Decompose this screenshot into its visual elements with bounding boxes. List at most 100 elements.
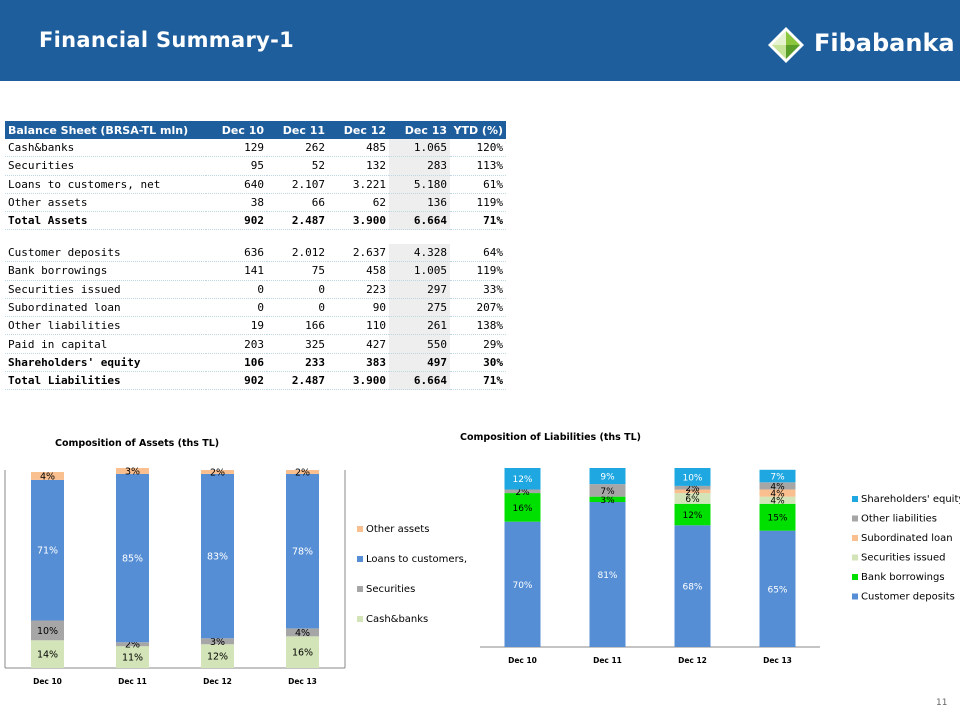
row-label: Other liabilities: [5, 316, 206, 336]
data-label: 65%: [767, 585, 787, 595]
bar-segment: [31, 471, 64, 480]
legend-swatch: [357, 586, 363, 592]
bar-segment: [201, 638, 234, 645]
bar-segment: [504, 493, 541, 522]
row-label: Loans to customers, net: [5, 175, 206, 194]
assets-chart: 14% 10% 71% 4% Dec 10 11% 2% 85% 3% Dec 11 12% 3% 83…: [4, 466, 470, 686]
data-label: 16%: [512, 504, 532, 514]
table-row: Other liabilities 19 166 110 261 138%: [5, 316, 506, 336]
cell: 136: [389, 193, 450, 213]
cell: 636: [206, 244, 267, 263]
cell: 3.221: [328, 175, 389, 194]
col-header: Balance Sheet (BRSA-TL mln): [5, 121, 206, 139]
bar-segment: [759, 469, 796, 483]
table-total-row: Total Assets 902 2.487 3.900 6.664 71%: [5, 211, 506, 231]
data-label: 7%: [600, 487, 615, 497]
cell: 640: [206, 175, 267, 194]
cell: 902: [206, 211, 267, 231]
cell: 5.180: [389, 175, 450, 194]
bar-segment: [116, 646, 149, 668]
x-tick-label: Dec 11: [593, 656, 622, 665]
cell: 119%: [450, 261, 506, 281]
bar-segment: [116, 642, 149, 647]
data-label: 6%: [685, 495, 700, 505]
data-label: 9%: [600, 473, 615, 483]
cell: 383: [328, 353, 389, 373]
cell: 166: [267, 316, 328, 336]
data-label: 2%: [295, 467, 310, 478]
table-row: Shareholders' equity 106 233 383 497 30%: [5, 353, 506, 373]
legend-swatch: [852, 593, 858, 600]
data-label: 7%: [770, 473, 785, 483]
data-label: 2%: [210, 467, 225, 478]
data-label: 16%: [292, 648, 313, 659]
data-label: 4%: [40, 471, 55, 482]
cell: 29%: [450, 334, 506, 354]
bar-segment: [674, 525, 711, 647]
data-label: 12%: [207, 652, 228, 663]
legend-label: Cash&banks: [366, 614, 428, 625]
legend-label: Customer deposits: [861, 592, 955, 603]
row-label: Customer deposits: [5, 244, 206, 263]
cell: 61%: [450, 175, 506, 194]
cell: 283: [389, 156, 450, 176]
bar-segment: [589, 496, 626, 503]
cell: 6.664: [389, 371, 450, 391]
bar-segment: [286, 470, 319, 474]
page-number: 11: [936, 698, 948, 708]
row-label: Shareholders' equity: [5, 353, 206, 373]
data-label: 12%: [512, 475, 532, 485]
legend-swatch: [852, 496, 858, 502]
bar-segment: [504, 468, 541, 490]
cell: 141: [206, 261, 267, 281]
assets-table: Balance Sheet (BRSA-TL mln) Dec 10 Dec 1…: [5, 121, 506, 231]
data-label: 4%: [770, 497, 785, 507]
legend-label: Subordinated loan: [861, 533, 953, 544]
x-tick-label: Dec 11: [118, 677, 147, 686]
row-label: Bank borrowings: [5, 261, 206, 281]
table-row: Securities issued 0 0 223 297 33%: [5, 280, 506, 299]
data-label: 3%: [600, 496, 615, 506]
cell: 129: [206, 139, 267, 158]
assets-chart-title: Composition of Assets (ths TL): [55, 438, 220, 449]
table-row: Customer deposits 636 2.012 2.637 4.328 …: [5, 244, 506, 263]
header-bar: Financial Summary-1 Fibabanka: [0, 0, 960, 81]
data-label: 81%: [597, 571, 617, 581]
cell: 297: [389, 280, 450, 299]
cell: 71%: [450, 371, 506, 391]
cell: 233: [267, 353, 328, 373]
cell: 0: [267, 298, 328, 318]
bar-segment: [589, 502, 626, 647]
data-label: 71%: [37, 546, 58, 557]
table-row: Paid in capital 203 325 427 550 29%: [5, 334, 506, 354]
data-label: 14%: [37, 650, 58, 661]
cell: 3.900: [328, 211, 389, 231]
cell: 0: [206, 298, 267, 318]
data-label: 83%: [207, 552, 228, 563]
cell: 458: [328, 261, 389, 281]
cell: 2.107: [267, 175, 328, 194]
bar-segment: [759, 530, 796, 647]
col-header: Dec 10: [206, 121, 267, 139]
col-header: Dec 12: [328, 121, 389, 139]
bar-segment: [116, 473, 149, 643]
col-header: Dec 11: [267, 121, 328, 139]
cell: 2.637: [328, 244, 389, 263]
logo-text: Fibabanka: [814, 29, 955, 57]
table-row: Subordinated loan 0 0 90 275 207%: [5, 298, 506, 318]
col-header: Dec 13: [389, 121, 450, 139]
bar-segment: [504, 521, 541, 647]
row-label: Paid in capital: [5, 334, 206, 354]
bar-segment: [674, 489, 711, 494]
table-row: Other assets 38 66 62 136 119%: [5, 193, 506, 213]
legend-swatch: [357, 556, 363, 562]
cell: 75: [267, 261, 328, 281]
bar-segment: [201, 470, 234, 474]
cell: 1.005: [389, 261, 450, 281]
x-tick-label: Dec 12: [678, 656, 707, 665]
data-label: 68%: [682, 583, 702, 593]
logo: Fibabanka: [766, 25, 955, 65]
cell: 64%: [450, 244, 506, 263]
cell: 2.487: [267, 211, 328, 231]
